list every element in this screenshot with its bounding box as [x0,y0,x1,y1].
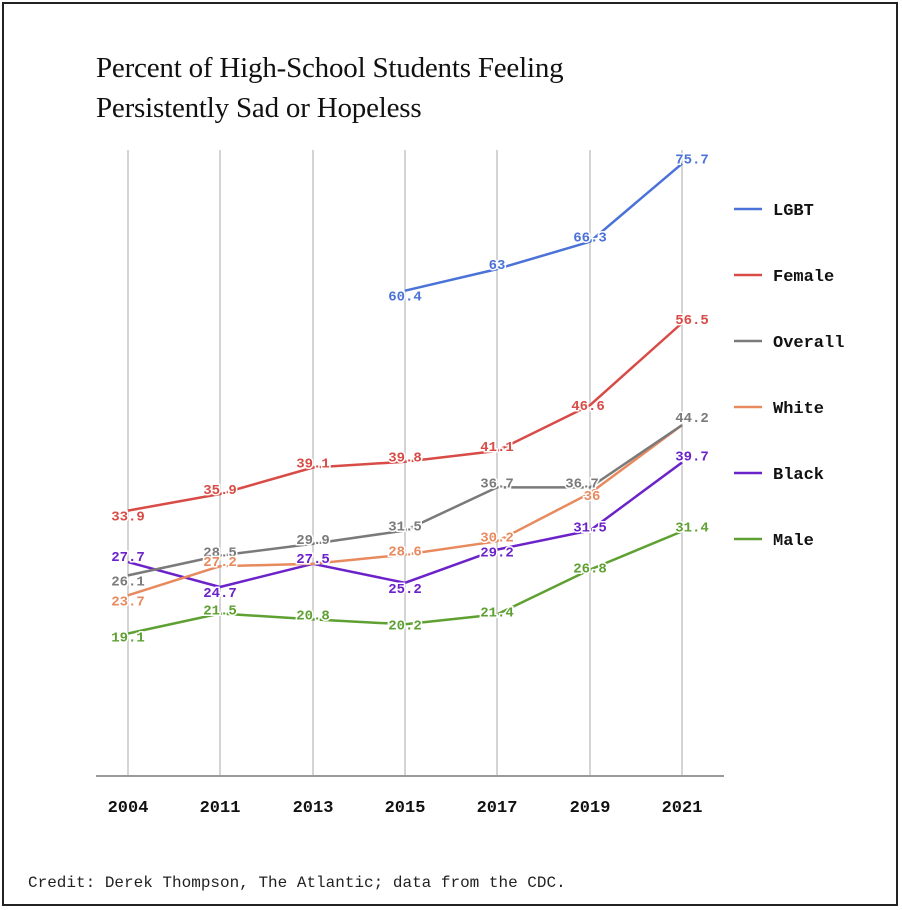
x-tick-label: 2013 [293,799,334,818]
chart-title: Percent of High-School Students Feeling … [96,52,564,124]
legend-item-white: White [734,400,824,419]
data-label-male: 26.8 [573,562,607,578]
data-label-lgbt: 60.4 [388,290,422,306]
x-tick-label: 2017 [477,799,518,818]
data-label-white: 23.7 [111,594,145,610]
series-line-female [127,322,683,512]
data-label-female: 35.9 [203,483,237,499]
x-axis: 2004 2011 2013 2015 2017 2019 2021 [96,775,724,818]
legend-label: Black [773,466,824,485]
data-label-black: 25.2 [388,582,422,598]
data-label-black: 24.7 [203,586,237,602]
legend-label: LGBT [773,202,814,221]
data-label-female: 56.5 [675,313,709,329]
data-label-female: 33.9 [111,510,145,526]
data-label-overall: 44.2 [675,411,709,427]
x-tick-label: 2004 [108,799,149,818]
x-tick-label: 2011 [200,799,241,818]
x-tick-label: 2021 [662,799,703,818]
legend-item-male: Male [734,532,814,551]
data-label-female: 46.6 [571,399,605,415]
data-label-overall: 29.9 [296,533,330,549]
data-labels: 60.4 63 66.3 75.7 33.9 35.9 39.1 39.8 41.1 46.6 56… [110,151,711,648]
legend-item-female: Female [734,268,834,287]
series-line-male [127,530,683,635]
data-label-black: 29.2 [480,546,514,562]
data-label-white: 30.2 [480,530,514,546]
series-line-white [127,424,683,597]
legend-label: Male [773,532,814,551]
data-label-white: 28.6 [388,545,422,561]
data-label-male: 21.4 [480,605,514,621]
data-label-overall: 36.7 [480,476,514,492]
series-line-lgbt [404,162,683,292]
data-label-female: 39.8 [388,451,422,467]
x-tick-label: 2015 [385,799,426,818]
data-label-male: 20.8 [296,608,330,624]
legend-label: White [773,400,824,419]
data-label-overall: 31.5 [388,520,422,536]
data-label-male: 31.4 [675,520,709,536]
data-label-black: 31.5 [573,521,607,537]
legend-item-black: Black [734,466,824,485]
data-label-lgbt: 75.7 [675,153,709,169]
data-label-overall: 28.5 [203,545,237,561]
data-label-black: 27.7 [111,550,145,566]
data-label-black: 39.7 [675,449,709,465]
data-label-male: 20.2 [388,618,422,634]
data-label-female: 39.1 [296,456,330,472]
legend-label: Overall [773,334,844,353]
data-label-white: 36 [584,489,601,505]
legend-item-lgbt: LGBT [734,202,814,221]
legend-label: Female [773,268,834,287]
data-label-female: 41.1 [480,440,514,456]
series-line-overall [127,424,683,577]
series-lines [127,162,683,635]
credit-text: Credit: Derek Thompson, The Atlantic; da… [28,874,566,892]
legend-item-overall: Overall [734,334,844,353]
x-tick-label: 2019 [570,799,611,818]
series-line-black [127,461,683,589]
data-label-black: 27.5 [296,552,330,568]
legend: LGBT Female Overall White Black Male [734,202,844,551]
grid-lines [127,150,683,776]
data-label-overall: 26.1 [111,574,145,590]
data-label-white: 27.2 [203,555,237,571]
data-label-lgbt: 63 [489,258,506,274]
data-label-male: 19.1 [111,630,145,646]
data-label-overall: 36.7 [565,476,599,492]
data-label-lgbt: 66.3 [573,231,607,247]
data-label-male: 21.5 [203,604,237,620]
